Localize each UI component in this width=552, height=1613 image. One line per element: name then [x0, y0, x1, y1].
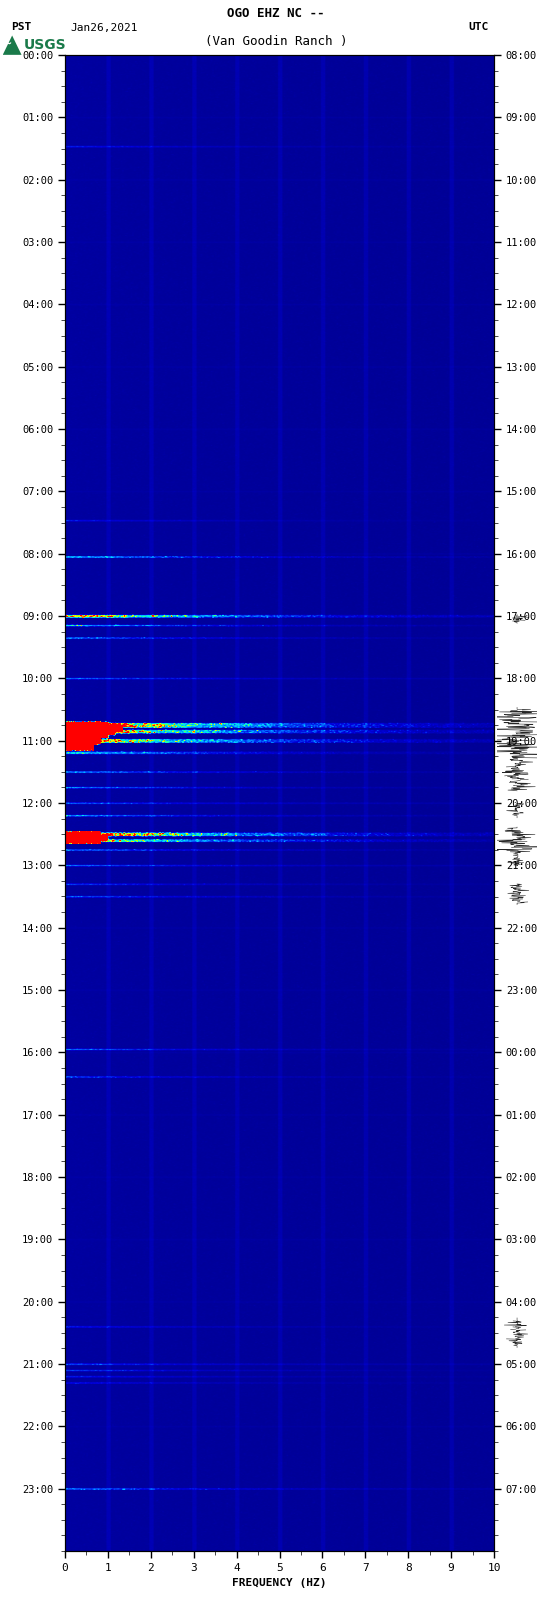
Text: Jan26,2021: Jan26,2021	[71, 23, 138, 32]
Text: OGO EHZ NC --: OGO EHZ NC --	[227, 6, 325, 21]
Text: UTC: UTC	[468, 23, 489, 32]
Text: USGS: USGS	[24, 39, 66, 52]
Text: (Van Goodin Ranch ): (Van Goodin Ranch )	[205, 35, 347, 48]
X-axis label: FREQUENCY (HZ): FREQUENCY (HZ)	[232, 1579, 327, 1589]
Polygon shape	[3, 35, 22, 55]
Text: PST: PST	[11, 23, 31, 32]
Text: ~: ~	[4, 39, 13, 48]
